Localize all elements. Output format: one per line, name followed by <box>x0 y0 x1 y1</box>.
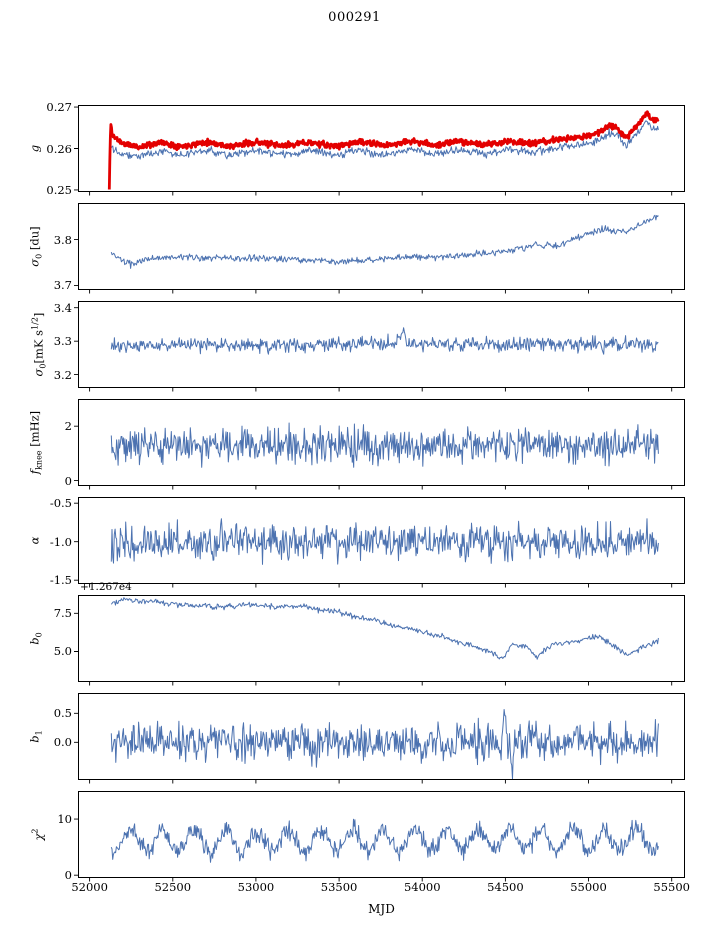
series-g-red <box>107 110 660 190</box>
x-tick-label: 55500 <box>653 880 690 894</box>
y-tick-label: 3.7 <box>53 278 72 293</box>
y-tick-label: 10 <box>57 812 72 827</box>
tick-marks <box>74 502 673 588</box>
x-axis: 52000 52500 53000 53500 54000 54500 55000 55500 <box>0 880 709 896</box>
axes-spine <box>78 693 685 780</box>
y-tick-label: 0.0 <box>53 735 72 750</box>
y-tick-label: 0.27 <box>46 100 72 115</box>
x-tick-label: 54500 <box>487 880 524 894</box>
tick-marks <box>74 106 673 196</box>
y-tick-label: 0 <box>64 868 72 883</box>
series-chi2 <box>110 818 659 863</box>
series-b1 <box>110 709 659 780</box>
panel-b1: b1 0.0 0.5 <box>0 693 709 784</box>
x-tick-label: 53000 <box>237 880 275 894</box>
panel-alpha: α -1.5 -1.0 -0.5 <box>0 496 709 588</box>
series-g-blue <box>110 120 659 160</box>
panel-g: g 0.25 0.26 0.27 <box>0 100 709 197</box>
panel-sigma0-mks: σ0[mK s1/2] 3.2 3.3 3.4 <box>0 300 709 392</box>
y-tick-label: 3.8 <box>53 232 72 247</box>
y-tick-label: 0.25 <box>46 182 72 197</box>
panel-sigma0-du: σ0 [du] 3.7 3.8 <box>0 203 709 294</box>
panel-b0: b0 5.0 7.5 +1.267e4 <box>0 581 709 686</box>
series-alpha <box>110 518 659 565</box>
plot-area-b1 <box>74 693 685 784</box>
axes-spine <box>78 399 685 486</box>
axes-spine <box>78 301 685 388</box>
panel-chi2: χ2 0 10 <box>0 791 709 882</box>
series-sigma0-mks <box>110 327 659 355</box>
series-sigma0-du <box>110 214 659 269</box>
plot-area-b0 <box>74 595 685 686</box>
axes-spine <box>78 791 685 878</box>
panel-fknee: fknee [mHz] 0 2 <box>0 399 709 490</box>
series-fknee <box>110 422 659 468</box>
y-tick-label: 3.4 <box>53 300 72 315</box>
tick-marks <box>74 239 673 294</box>
y-offset-text: +1.267e4 <box>80 581 132 593</box>
figure-title: 000291 <box>328 10 381 25</box>
x-tick-label: 55000 <box>570 880 607 894</box>
axes-spine <box>78 105 685 192</box>
x-axis-title: MJD <box>368 902 395 916</box>
x-tick-label: 52000 <box>71 880 108 894</box>
plot-area-sigma0-mks <box>74 301 685 392</box>
y-tick-label: 0.26 <box>46 141 72 156</box>
y-tick-label: 0 <box>64 473 72 488</box>
y-tick-label: 5.0 <box>53 644 72 659</box>
x-tick-label: 53500 <box>320 880 358 894</box>
axes-spine <box>78 595 685 682</box>
plot-area-chi2 <box>74 791 685 882</box>
y-tick-label: 2 <box>64 419 72 434</box>
y-tick-label: 0.5 <box>53 706 72 721</box>
plot-area-sigma0-du <box>74 203 685 294</box>
tick-marks <box>74 712 673 784</box>
plot-area-g <box>74 105 685 196</box>
axes-spine <box>78 497 685 584</box>
tick-marks <box>74 612 673 686</box>
plot-area-alpha <box>74 497 685 588</box>
series-b0 <box>110 597 659 660</box>
y-tick-label: -1.5 <box>49 573 72 588</box>
y-tick-label: 3.2 <box>53 367 72 382</box>
tick-marks <box>74 818 673 882</box>
tick-marks <box>74 307 673 392</box>
x-tick-label: 52500 <box>154 880 192 894</box>
plot-area-fknee <box>74 399 685 490</box>
axes-spine <box>78 203 685 290</box>
y-tick-label: 7.5 <box>53 606 72 621</box>
y-tick-label: -0.5 <box>49 496 72 511</box>
x-tick-label: 54000 <box>403 880 441 894</box>
y-tick-label: -1.0 <box>49 534 72 549</box>
y-tick-label: 3.3 <box>53 334 72 349</box>
panels-container: g 0.25 0.26 0.27 σ0 [du] 3.7 3.8 σ0[mK s1/2] 3.2… <box>0 100 709 889</box>
tick-marks <box>74 425 673 490</box>
